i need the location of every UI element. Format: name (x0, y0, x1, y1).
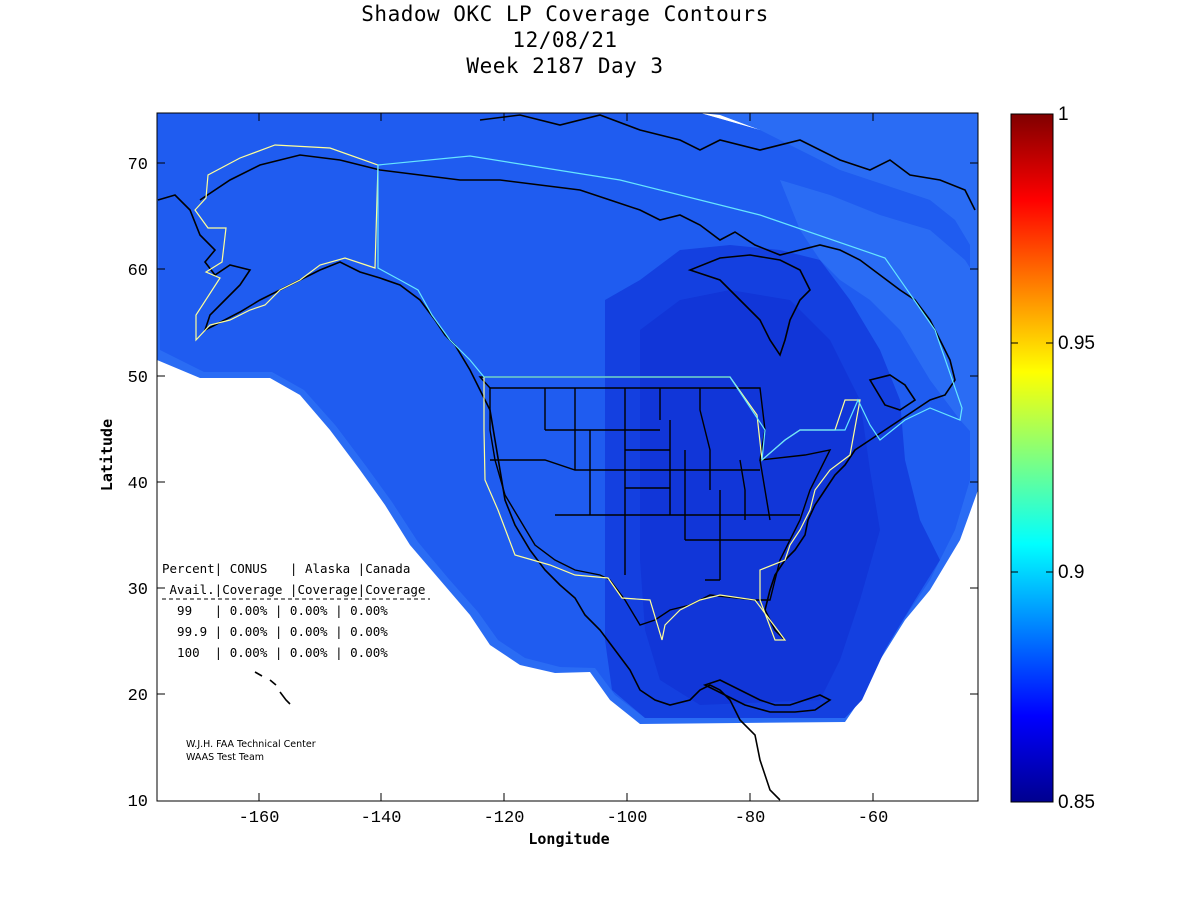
service-boundaries (194, 144, 963, 641)
y-tick-label: 20 (128, 687, 148, 706)
x-tick-label: -120 (484, 809, 525, 828)
chart-title-line2: 12/08/21 (512, 28, 618, 52)
tick-marks (157, 113, 978, 801)
x-axis-label: Longitude (528, 830, 609, 848)
y-tick-label: 10 (128, 793, 148, 812)
stats-header-2: Avail.|Coverage |Coverage|Coverage (162, 582, 425, 597)
y-tick-label: 30 (128, 581, 148, 600)
coastlines (157, 114, 976, 801)
plot-frame (156, 112, 979, 802)
colorbar (1010, 113, 1054, 803)
y-tick-label: 70 (128, 156, 148, 175)
x-tick-label: -60 (858, 809, 889, 828)
y-tick-label: 40 (128, 475, 148, 494)
y-tick-label: 50 (128, 369, 148, 388)
colorbar-tick-label: 0.95 (1058, 333, 1095, 354)
colorbar-tick-label: 1 (1058, 104, 1069, 125)
stats-row: 100 | 0.00% | 0.00% | 0.00% (162, 645, 388, 660)
x-tick-label: -100 (607, 809, 648, 828)
stats-header-1: Percent| CONUS | Alaska |Canada (162, 561, 410, 576)
colorbar-tick-label: 0.85 (1058, 792, 1095, 813)
coverage-stats-table: Percent| CONUS | Alaska |Canada Avail.|C… (162, 561, 430, 660)
x-tick-label: -80 (735, 809, 766, 828)
chart-title-line1: Shadow OKC LP Coverage Contours (361, 2, 769, 26)
x-tick-label: -160 (239, 809, 280, 828)
colorbar-ticks (1011, 342, 1053, 573)
stats-row: 99.9 | 0.00% | 0.00% | 0.00% (162, 624, 388, 639)
stats-row: 99 | 0.00% | 0.00% | 0.00% (162, 603, 388, 618)
credit-line-2: WAAS Test Team (186, 752, 264, 763)
x-tick-label: -140 (361, 809, 402, 828)
colorbar-tick-label: 0.9 (1058, 562, 1084, 583)
coverage-region-northeast (780, 180, 978, 440)
y-tick-label: 60 (128, 262, 148, 281)
y-axis-label: Latitude (98, 419, 116, 491)
chart-title-line3: Week 2187 Day 3 (466, 54, 664, 78)
credit-line-1: W.J.H. FAA Technical Center (186, 739, 316, 750)
